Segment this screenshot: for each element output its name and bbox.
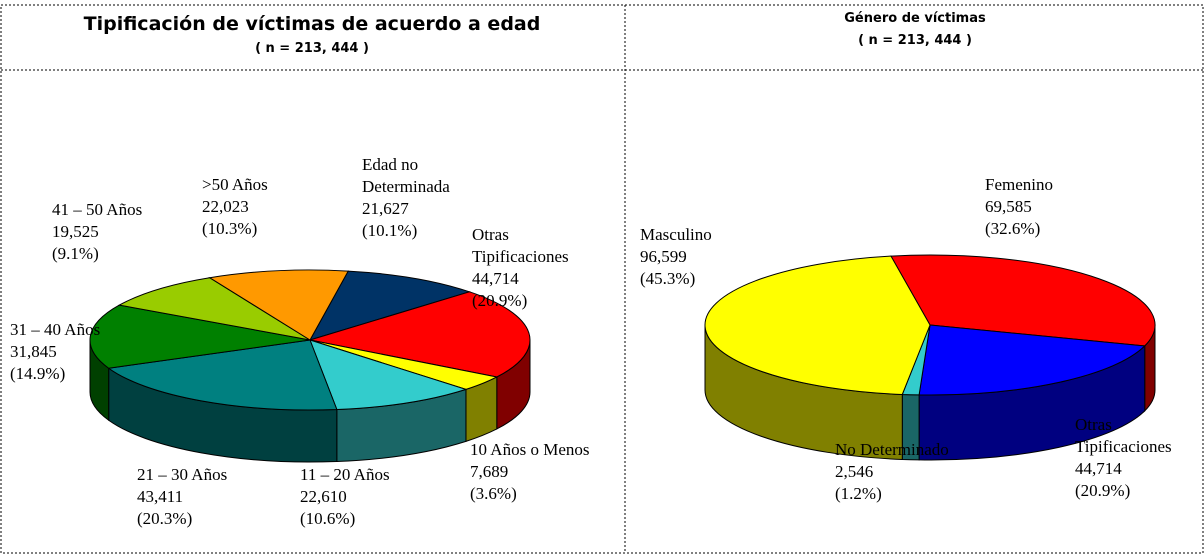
pie-slice	[208, 269, 350, 341]
slice-value: 44,714	[472, 269, 519, 288]
slice-percent: (10.3%)	[202, 219, 257, 238]
slice-percent: (1.2%)	[835, 484, 882, 503]
slice-label: >50 Años	[202, 175, 268, 194]
slice-value: 22,610	[300, 487, 347, 506]
slice-label: 11 – 20 Años	[300, 465, 390, 484]
slice-value: 31,845	[10, 342, 57, 361]
slice-label: 21 – 30 Años	[137, 465, 227, 484]
slice-percent: (10.6%)	[300, 509, 355, 528]
slice-label: 31 – 40 Años	[10, 320, 100, 339]
slice-percent: (20.3%)	[137, 509, 192, 528]
pie-slice	[89, 304, 311, 369]
slice-value: 69,585	[985, 197, 1032, 216]
chart-subtitle: ( n = 213, 444 )	[255, 41, 369, 56]
slice-label: Edad no Determinada	[362, 155, 450, 196]
slice-label: Otras Tipificaciones	[1075, 415, 1172, 456]
slice-value: 43,411	[137, 487, 183, 506]
slice-percent: (3.6%)	[470, 484, 517, 503]
chart-title: Tipificación de víctimas de acuerdo a ed…	[84, 13, 541, 35]
slice-percent: (14.9%)	[10, 364, 65, 383]
slice-percent: (10.1%)	[362, 221, 417, 240]
slice-label: Femenino	[985, 175, 1053, 194]
slice-label: Masculino	[640, 225, 712, 244]
slice-value: 44,714	[1075, 459, 1122, 478]
frame	[0, 4, 1204, 554]
pie-slice	[308, 270, 472, 341]
pie-slice	[309, 339, 468, 410]
chart-subtitle: ( n = 213, 444 )	[858, 33, 972, 48]
slice-percent: (32.6%)	[985, 219, 1040, 238]
slice-label: Otras Tipificaciones	[472, 225, 569, 266]
slice-label: No Determinado	[835, 440, 949, 459]
slice-label: 10 Años o Menos	[470, 440, 589, 459]
pie-slice	[704, 255, 931, 395]
slice-percent: (9.1%)	[52, 244, 99, 263]
pie-slice	[890, 254, 1156, 347]
pie-slice	[117, 277, 311, 341]
slice-value: 7,689	[470, 462, 508, 481]
slice-value: 96,599	[640, 247, 687, 266]
slice-percent: (20.9%)	[1075, 481, 1130, 500]
slice-percent: (20.9%)	[472, 291, 527, 310]
slice-percent: (45.3%)	[640, 269, 695, 288]
slice-value: 19,525	[52, 222, 99, 241]
pie-slice	[918, 324, 1146, 396]
pie-slice	[107, 339, 338, 411]
chart-title: Género de víctimas	[844, 11, 986, 26]
slice-value: 22,023	[202, 197, 249, 216]
slice-value: 2,546	[835, 462, 873, 481]
slice-value: 21,627	[362, 199, 409, 218]
slice-label: 41 – 50 Años	[52, 200, 142, 219]
pie-slice	[309, 291, 531, 378]
